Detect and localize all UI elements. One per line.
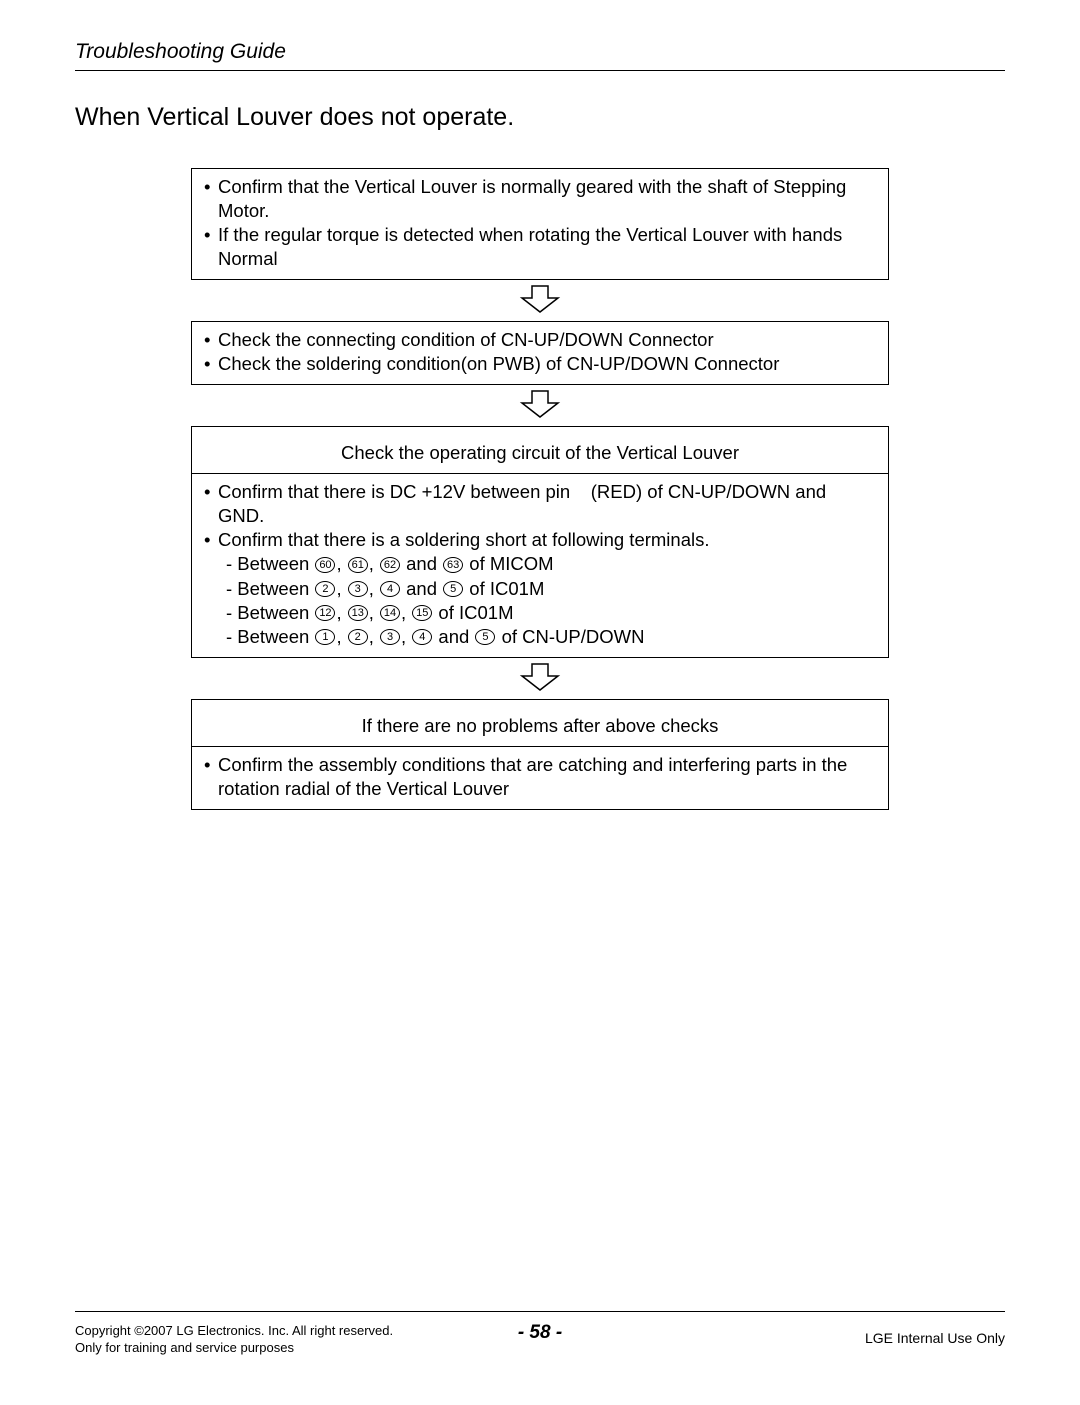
pin-icon: 60 [315,557,335,573]
flowchart: Confirm that the Vertical Louver is norm… [191,168,889,810]
box1-item2: If the regular torque is detected when r… [204,223,876,271]
pin-icon: 12 [315,605,335,621]
footer-page-number: - 58 - [75,1322,1005,1344]
box2-item1: Check the connecting condition of CN-UP/… [204,328,876,352]
box2-item2: Check the soldering condition(on PWB) of… [204,352,876,376]
arrow-icon [191,658,889,699]
box4-item1: Confirm the assembly conditions that are… [204,753,876,801]
pin-icon: 13 [348,605,368,621]
pin-icon: 3 [348,581,368,597]
box3-title: Check the operating circuit of the Verti… [204,433,876,473]
pin-icon: 61 [348,557,368,573]
box3-sub2: - Between 2, 3, 4 and 5 of IC01M [204,577,876,601]
pin-icon: 62 [380,557,400,573]
section-title: When Vertical Louver does not operate. [75,103,1005,132]
flow-box-3: Check the operating circuit of the Verti… [191,426,889,657]
box3-sub4: - Between 1, 2, 3, 4 and 5 of CN-UP/DOWN [204,625,876,649]
page-header: Troubleshooting Guide [75,40,1005,71]
pin-icon: 14 [380,605,400,621]
pin-icon: 2 [315,581,335,597]
flow-box-2: Check the connecting condition of CN-UP/… [191,321,889,385]
pin-icon: 3 [380,629,400,645]
pin-icon: 15 [412,605,432,621]
pin-icon: 4 [412,629,432,645]
arrow-icon [191,280,889,321]
pin-icon: 63 [443,557,463,573]
pin-icon: 4 [380,581,400,597]
box3-item2: Confirm that there is a soldering short … [204,528,876,552]
page-footer: Copyright ©2007 LG Electronics. Inc. All… [75,1311,1005,1357]
flow-box-4: If there are no problems after above che… [191,699,889,810]
box1-item1: Confirm that the Vertical Louver is norm… [204,175,876,223]
box3-sub3: - Between 12, 13, 14, 15 of IC01M [204,601,876,625]
box3-sub1: - Between 60, 61, 62 and 63 of MICOM [204,552,876,576]
pin-icon: 5 [475,629,495,645]
pin-icon: 2 [348,629,368,645]
arrow-icon [191,385,889,426]
flow-box-1: Confirm that the Vertical Louver is norm… [191,168,889,280]
pin-icon: 1 [315,629,335,645]
pin-icon: 5 [443,581,463,597]
box3-item1: Confirm that there is DC +12V between pi… [204,480,876,528]
box4-title: If there are no problems after above che… [204,706,876,746]
